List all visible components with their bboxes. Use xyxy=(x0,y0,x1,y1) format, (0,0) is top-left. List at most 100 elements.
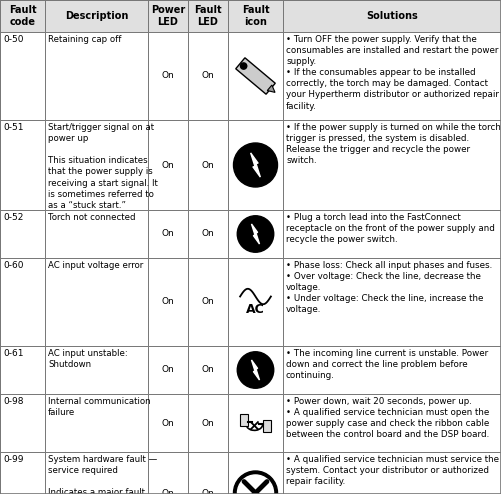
Text: On: On xyxy=(162,230,174,239)
Bar xyxy=(283,32,501,120)
Text: On: On xyxy=(162,297,174,306)
Text: • If the power supply is turned on while the torch
trigger is pressed, the syste: • If the power supply is turned on while… xyxy=(286,123,501,165)
Bar xyxy=(188,120,228,210)
Bar xyxy=(228,120,283,210)
Text: Torch not connected: Torch not connected xyxy=(48,213,135,222)
Bar xyxy=(228,346,283,394)
Text: • Power down, wait 20 seconds, power up.
• A qualified service technician must o: • Power down, wait 20 seconds, power up.… xyxy=(286,397,489,439)
Bar xyxy=(283,346,501,394)
Bar xyxy=(228,258,283,346)
Bar xyxy=(148,120,188,210)
Circle shape xyxy=(237,216,274,252)
Text: On: On xyxy=(162,161,174,169)
Bar xyxy=(228,394,283,452)
Bar xyxy=(45,394,148,452)
Bar xyxy=(228,210,283,258)
Text: On: On xyxy=(162,489,174,494)
Bar xyxy=(283,0,501,32)
Text: On: On xyxy=(162,418,174,427)
Text: • Phase loss: Check all input phases and fuses.
• Over voltage: Check the line, : • Phase loss: Check all input phases and… xyxy=(286,261,492,314)
Bar xyxy=(0,32,45,120)
Text: 0-52: 0-52 xyxy=(3,213,24,222)
Text: • The incoming line current is unstable. Power
down and correct the line problem: • The incoming line current is unstable.… xyxy=(286,349,488,380)
Bar xyxy=(148,258,188,346)
Text: AC input unstable:
Shutdown: AC input unstable: Shutdown xyxy=(48,349,128,369)
Bar xyxy=(283,394,501,452)
Bar xyxy=(188,210,228,258)
Text: On: On xyxy=(162,366,174,374)
Bar xyxy=(45,452,148,494)
Polygon shape xyxy=(236,58,275,94)
Text: Fault
icon: Fault icon xyxy=(241,5,270,27)
Text: • Plug a torch lead into the FastConnect
receptacle on the front of the power su: • Plug a torch lead into the FastConnect… xyxy=(286,213,495,244)
Polygon shape xyxy=(267,85,275,92)
Bar xyxy=(148,32,188,120)
Bar xyxy=(188,394,228,452)
Text: Fault
code: Fault code xyxy=(9,5,36,27)
Circle shape xyxy=(237,352,274,388)
Bar xyxy=(263,419,272,432)
Bar xyxy=(0,258,45,346)
Bar xyxy=(188,32,228,120)
Bar xyxy=(45,120,148,210)
Bar xyxy=(228,452,283,494)
Text: 0-61: 0-61 xyxy=(3,349,24,358)
Bar xyxy=(188,346,228,394)
Text: Fault
LED: Fault LED xyxy=(194,5,222,27)
Text: On: On xyxy=(162,72,174,81)
Bar xyxy=(45,32,148,120)
Text: Start/trigger signal on at
power up

This situation indicates
that the power sup: Start/trigger signal on at power up This… xyxy=(48,123,158,209)
Text: On: On xyxy=(201,297,214,306)
Text: 0-99: 0-99 xyxy=(3,455,24,464)
Bar xyxy=(45,258,148,346)
Bar xyxy=(283,452,501,494)
Text: On: On xyxy=(201,418,214,427)
Text: 0-50: 0-50 xyxy=(3,35,24,44)
Bar xyxy=(148,394,188,452)
Bar xyxy=(283,258,501,346)
Bar xyxy=(283,120,501,210)
Bar xyxy=(188,0,228,32)
Text: • A qualified service technician must service the
system. Contact your distribut: • A qualified service technician must se… xyxy=(286,455,499,486)
Bar xyxy=(0,210,45,258)
Circle shape xyxy=(233,143,278,187)
Text: Retaining cap off: Retaining cap off xyxy=(48,35,121,44)
Text: AC: AC xyxy=(246,303,265,316)
Polygon shape xyxy=(250,153,261,177)
Text: On: On xyxy=(201,489,214,494)
Bar xyxy=(188,452,228,494)
Bar xyxy=(228,32,283,120)
Text: On: On xyxy=(201,366,214,374)
Circle shape xyxy=(240,63,247,69)
Bar xyxy=(0,120,45,210)
Text: Solutions: Solutions xyxy=(366,11,418,21)
Text: Power
LED: Power LED xyxy=(151,5,185,27)
Polygon shape xyxy=(252,360,260,380)
Text: 0-98: 0-98 xyxy=(3,397,24,406)
Text: On: On xyxy=(201,230,214,239)
Bar xyxy=(0,346,45,394)
Text: On: On xyxy=(201,72,214,81)
Polygon shape xyxy=(252,224,260,244)
Circle shape xyxy=(233,471,278,494)
Text: • Turn OFF the power supply. Verify that the
consumables are installed and resta: • Turn OFF the power supply. Verify that… xyxy=(286,35,499,111)
Text: Description: Description xyxy=(65,11,128,21)
Bar xyxy=(0,452,45,494)
Bar xyxy=(239,414,248,426)
Text: System hardware fault —
service required

Indicates a major fault
with the syste: System hardware fault — service required… xyxy=(48,455,157,494)
Bar xyxy=(283,210,501,258)
Bar xyxy=(45,210,148,258)
Bar xyxy=(0,394,45,452)
Bar xyxy=(188,258,228,346)
Bar xyxy=(148,0,188,32)
Text: 0-51: 0-51 xyxy=(3,123,24,132)
Text: On: On xyxy=(201,161,214,169)
Bar xyxy=(148,452,188,494)
Bar xyxy=(45,0,148,32)
Circle shape xyxy=(237,475,274,494)
Bar xyxy=(148,210,188,258)
Text: AC input voltage error: AC input voltage error xyxy=(48,261,143,270)
Bar xyxy=(45,346,148,394)
Bar xyxy=(228,0,283,32)
Text: Internal communication
failure: Internal communication failure xyxy=(48,397,151,417)
